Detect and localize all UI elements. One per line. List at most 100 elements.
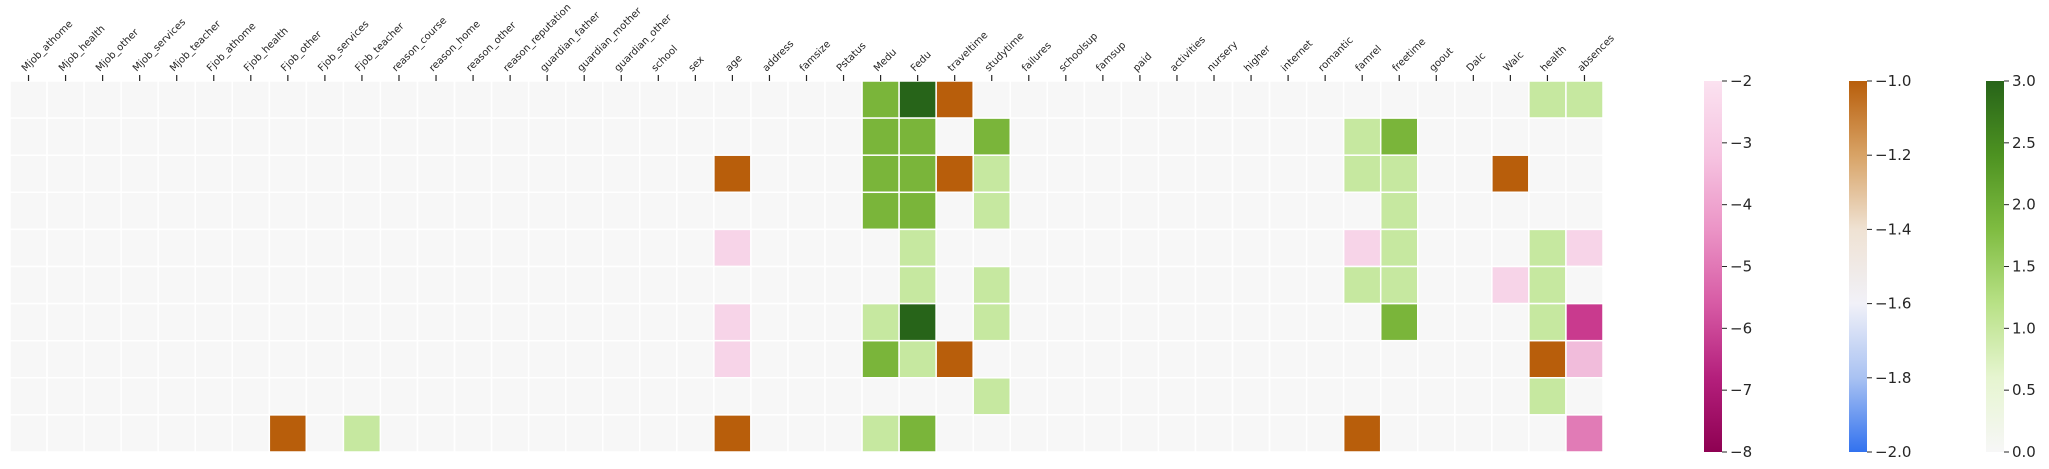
heatmap-cell <box>750 80 789 119</box>
heatmap-cell <box>639 80 678 119</box>
heatmap-cell <box>972 377 1012 416</box>
x-tick-label: sex <box>687 54 707 74</box>
heatmap-cell <box>268 191 308 231</box>
heatmap-cell <box>972 117 1012 156</box>
heatmap-cell <box>1157 80 1197 119</box>
heatmap-cell <box>713 154 752 194</box>
heatmap-cell <box>601 339 641 379</box>
heatmap-cell <box>416 377 456 416</box>
heatmap-cell <box>1268 80 1308 119</box>
heatmap-cell <box>639 265 678 305</box>
heatmap-cell <box>639 414 678 453</box>
x-tick-label: guardian_mother <box>576 5 645 74</box>
heatmap-cell <box>157 377 196 416</box>
heatmap-cell <box>379 228 419 268</box>
heatmap-cell <box>750 117 789 156</box>
heatmap-cell <box>527 228 567 268</box>
heatmap-cell <box>379 302 419 342</box>
heatmap-cell <box>713 414 752 453</box>
heatmap-cell <box>1194 228 1234 268</box>
heatmap-cell <box>898 191 937 231</box>
heatmap-cell <box>1565 80 1604 119</box>
heatmap-cell <box>601 228 641 268</box>
heatmap-cell <box>1268 414 1308 453</box>
colorbar-tick-label: 3.0 <box>2012 72 2036 90</box>
heatmap-cell <box>1231 339 1271 379</box>
heatmap-cell <box>1231 414 1271 453</box>
heatmap-cell <box>1157 191 1197 231</box>
heatmap-cell <box>83 191 122 231</box>
heatmap-cell <box>1009 339 1049 379</box>
heatmap-cell <box>713 80 752 119</box>
heatmap-cell <box>1417 117 1456 156</box>
heatmap-cell <box>1083 228 1123 268</box>
x-tick-label: activities <box>1168 34 1208 74</box>
colorbar-tick-label: −1.2 <box>1875 146 1911 164</box>
heatmap-cell <box>379 117 419 156</box>
heatmap-cell <box>1305 228 1345 268</box>
heatmap-cell <box>1046 191 1086 231</box>
heatmap-cell <box>1194 302 1234 342</box>
heatmap-cell <box>1120 154 1160 194</box>
x-tick-label: address <box>761 39 797 75</box>
heatmap-cell <box>787 302 826 342</box>
heatmap-cell <box>861 191 900 231</box>
heatmap-cell <box>676 302 715 342</box>
heatmap-cell <box>268 302 308 342</box>
heatmap-cell <box>1268 302 1308 342</box>
heatmap-cell <box>824 414 863 453</box>
heatmap-cell <box>972 339 1012 379</box>
heatmap-cell <box>713 117 752 156</box>
heatmap-cell <box>564 228 604 268</box>
heatmap-cell <box>379 265 419 305</box>
heatmap-cell <box>1083 339 1123 379</box>
heatmap-cell <box>1528 302 1567 342</box>
heatmap-cell <box>490 117 530 156</box>
heatmap-cell <box>1491 228 1530 268</box>
heatmap-cell <box>1194 414 1234 453</box>
heatmap-cell <box>639 228 678 268</box>
heatmap-cell <box>194 117 234 156</box>
heatmap-cell <box>416 339 456 379</box>
x-tick-label: school <box>650 44 680 74</box>
heatmap-cell <box>120 339 159 379</box>
heatmap-cell <box>601 117 641 156</box>
heatmap-cell <box>1379 377 1419 416</box>
heatmap-cell <box>564 117 604 156</box>
heatmap-cell <box>231 228 271 268</box>
heatmap-cell <box>1231 265 1271 305</box>
heatmap-cell <box>305 339 345 379</box>
heatmap-cell <box>564 414 604 453</box>
heatmap-cell <box>1491 377 1530 416</box>
x-tick-label: failures <box>1020 40 1054 74</box>
heatmap-cell <box>120 154 159 194</box>
colorbar-orange-blue <box>1849 81 1867 452</box>
heatmap-cell <box>1046 302 1086 342</box>
x-tick-label: nursery <box>1205 39 1240 74</box>
heatmap-cell <box>787 154 826 194</box>
heatmap-cell <box>935 154 974 194</box>
heatmap-cell <box>1046 377 1086 416</box>
heatmap-cell <box>1046 154 1086 194</box>
heatmap-cell <box>342 265 382 305</box>
heatmap-cell <box>787 191 826 231</box>
heatmap-cell <box>1046 117 1086 156</box>
colorbar-tick-label: −6 <box>1730 319 1752 337</box>
heatmap-cell <box>1083 80 1123 119</box>
heatmap-cell <box>1454 191 1493 231</box>
heatmap-cell <box>1342 228 1382 268</box>
heatmap-cell <box>490 339 530 379</box>
heatmap-cell <box>861 302 900 342</box>
heatmap-cell <box>157 80 196 119</box>
x-tick-label: freetime <box>1391 36 1429 74</box>
heatmap-cell <box>824 191 863 231</box>
heatmap-cell <box>342 377 382 416</box>
heatmap-cell <box>194 265 234 305</box>
heatmap-cell <box>1305 80 1345 119</box>
heatmap-cell <box>1009 377 1049 416</box>
heatmap-cell <box>527 339 567 379</box>
heatmap-cell <box>194 414 234 453</box>
heatmap-cell <box>713 302 752 342</box>
heatmap-cell <box>861 265 900 305</box>
